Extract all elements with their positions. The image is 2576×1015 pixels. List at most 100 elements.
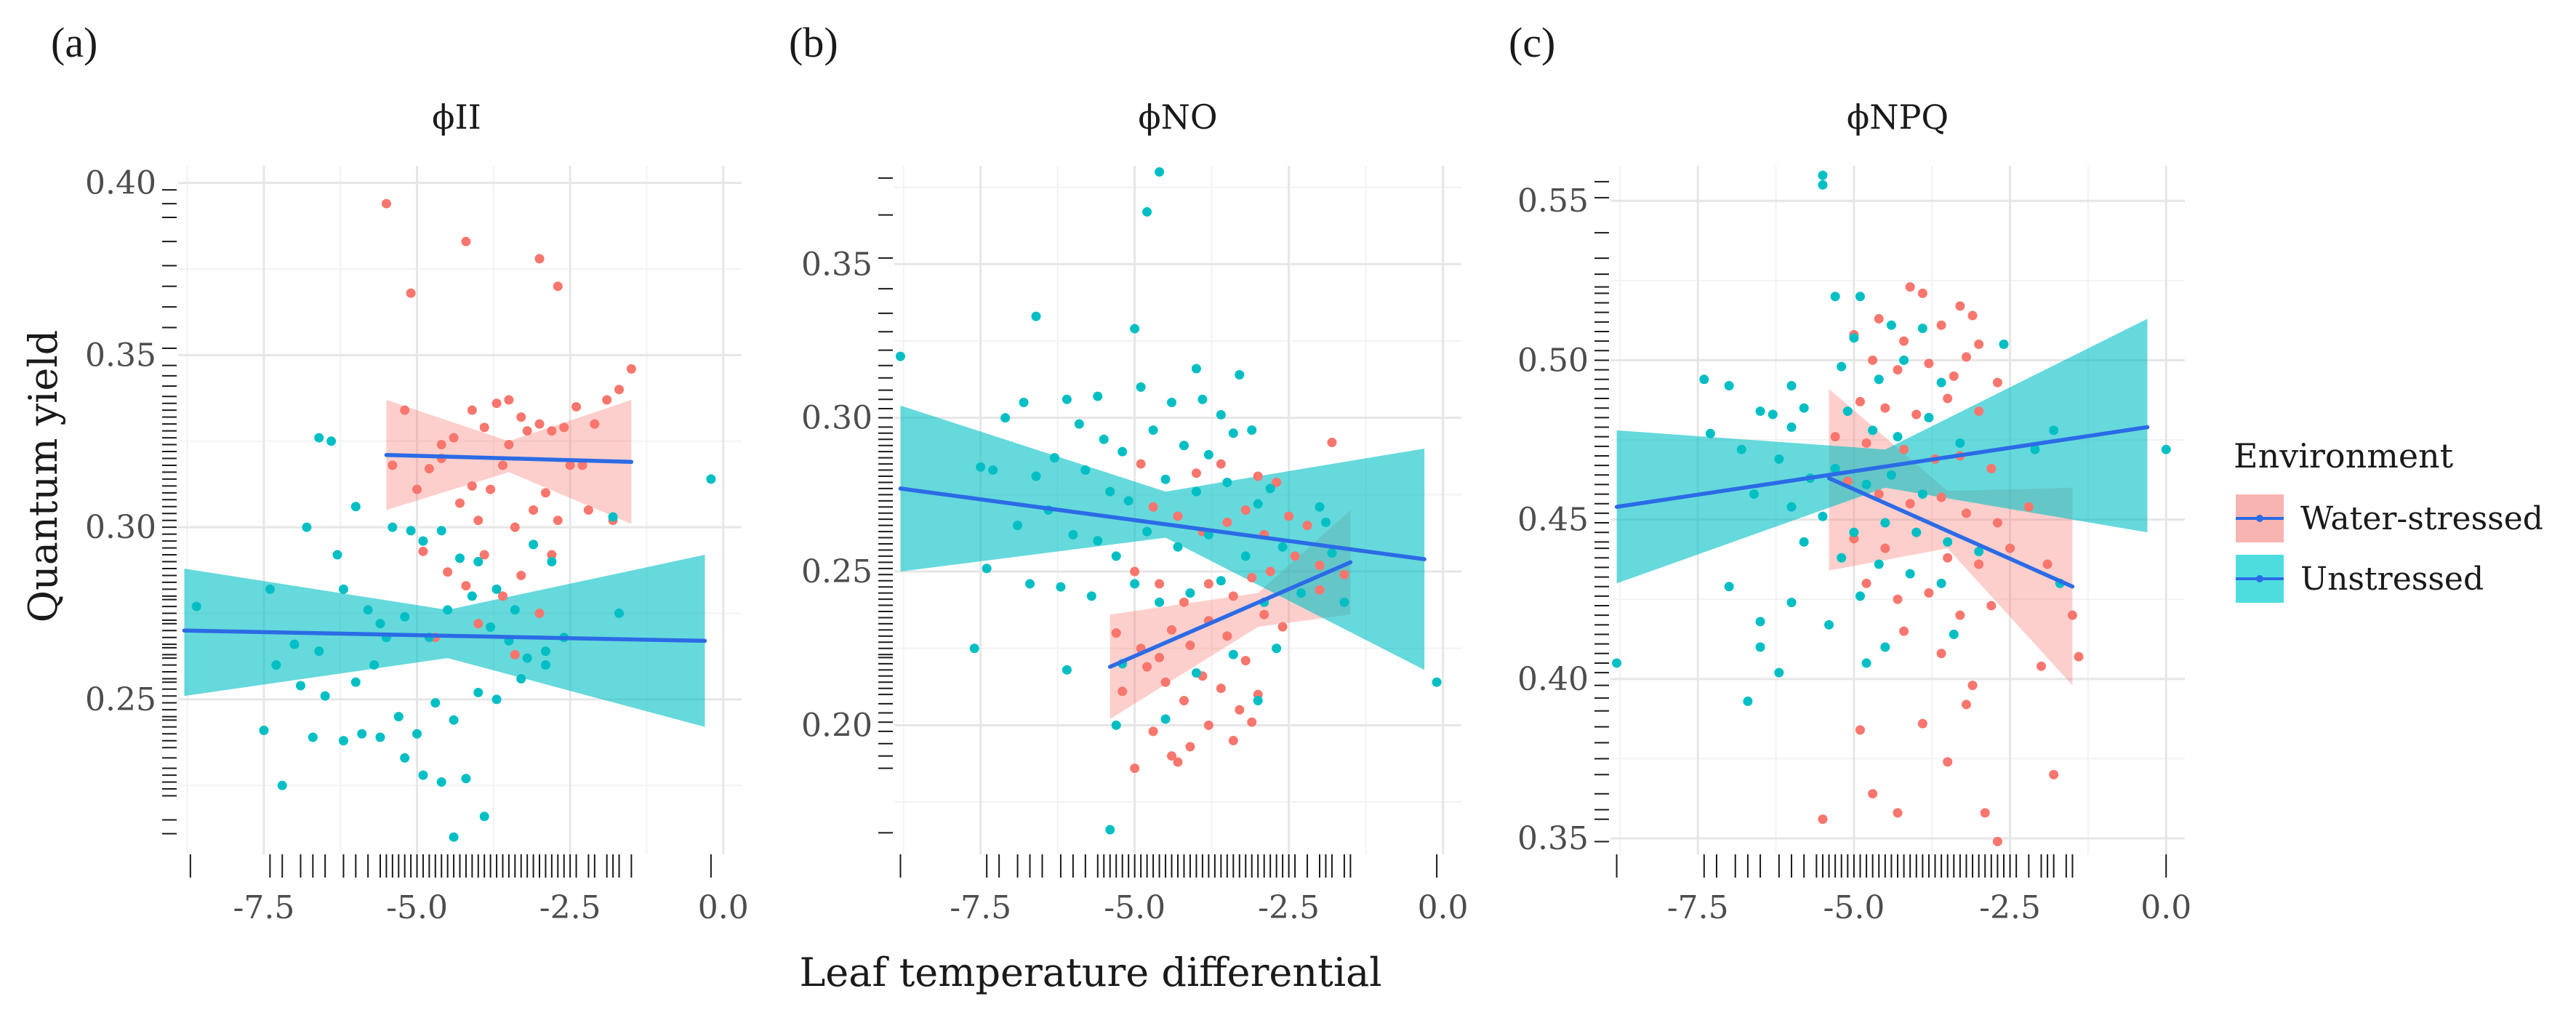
data-point <box>388 460 398 470</box>
data-point <box>976 462 986 472</box>
data-point <box>1093 536 1103 546</box>
legend-label-unstressed: Unstressed <box>2300 561 2484 598</box>
data-point <box>529 539 539 550</box>
data-point <box>1142 206 1152 217</box>
x-tick-label: -2.5 <box>539 889 601 926</box>
data-point <box>455 553 465 563</box>
data-point <box>449 433 459 443</box>
data-point <box>357 729 367 739</box>
data-point <box>2037 661 2046 671</box>
data-point <box>982 563 992 574</box>
panel-3: (c) ϕNPQ -7.5 -5.0 -2.5 0.0 0.35 0.40 0.45 0.50 0.… <box>1509 19 2191 926</box>
data-point <box>461 581 471 591</box>
facet-title: ϕNPQ <box>1847 97 1949 137</box>
x-tick-label: 0.0 <box>698 889 749 926</box>
data-point <box>1905 499 1915 509</box>
data-point <box>1992 377 2002 388</box>
data-point <box>1216 459 1226 469</box>
y-tick-label: 0.55 <box>1517 182 1589 220</box>
data-point <box>590 419 600 429</box>
data-point <box>1123 496 1133 506</box>
points-unstressed <box>1612 170 2171 707</box>
y-tick-label: 0.35 <box>1517 820 1589 857</box>
y-tick-label: 0.20 <box>801 707 872 744</box>
data-point <box>491 398 502 409</box>
data-point <box>1893 365 1903 375</box>
data-point <box>1743 697 1753 707</box>
y-axis-title: Quantum yield <box>20 330 66 622</box>
data-point <box>626 364 636 374</box>
data-point <box>1955 610 1965 620</box>
rug <box>162 189 712 878</box>
data-point <box>1432 677 1442 687</box>
data-point <box>1272 643 1282 654</box>
data-point <box>1705 428 1715 438</box>
data-point <box>1155 652 1165 662</box>
data-point <box>350 502 361 512</box>
legend-item-unstressed: Unstressed <box>2236 555 2484 603</box>
data-point <box>436 777 446 787</box>
data-point <box>1974 546 1984 556</box>
data-point <box>1203 720 1213 730</box>
data-point <box>577 460 587 470</box>
data-point <box>1818 814 1828 825</box>
data-point <box>271 660 281 670</box>
data-point <box>1886 470 1896 480</box>
data-point <box>486 622 496 632</box>
data-point <box>295 681 305 691</box>
data-point <box>1886 320 1896 330</box>
data-point <box>2042 559 2053 569</box>
data-point <box>571 401 582 412</box>
data-point <box>1302 521 1312 531</box>
data-point <box>1842 406 1853 417</box>
data-point <box>436 526 446 536</box>
data-point <box>277 780 287 790</box>
y-tick-label: 0.45 <box>1517 502 1589 539</box>
y-tick-label: 0.25 <box>801 553 872 590</box>
data-point <box>314 646 324 657</box>
data-point <box>1105 486 1115 497</box>
ribbon-unstressed <box>1616 318 2148 584</box>
legend-point-water-stressed <box>2256 515 2263 522</box>
data-point <box>1992 518 2002 528</box>
data-point <box>1136 459 1146 469</box>
panel-2: (b) ϕNO -7.5 -5.0 -2.5 0.0 0.20 0.25 0.30 0.35 <box>789 19 1469 926</box>
data-point <box>1228 649 1238 659</box>
data-point <box>479 811 489 822</box>
data-point <box>1203 579 1213 589</box>
data-point <box>1185 641 1195 651</box>
data-point <box>540 488 550 498</box>
data-point <box>1786 598 1797 608</box>
x-tick-label: -2.5 <box>1258 889 1320 926</box>
x-tick-label: 0.0 <box>1418 889 1469 926</box>
data-point <box>443 567 453 577</box>
data-point <box>1893 808 1903 818</box>
data-point <box>1080 465 1091 476</box>
data-point <box>534 419 545 429</box>
data-point <box>1917 718 1927 729</box>
data-point <box>522 653 532 663</box>
data-point <box>565 460 575 470</box>
data-point <box>1253 696 1263 706</box>
data-point <box>1315 561 1325 571</box>
data-point <box>1936 649 1946 659</box>
data-point <box>1155 597 1165 607</box>
data-point <box>2049 769 2059 779</box>
data-point <box>1799 403 1809 413</box>
data-point <box>1699 374 1709 385</box>
data-point <box>1936 492 1946 502</box>
data-point <box>540 646 550 657</box>
data-point <box>2067 610 2077 620</box>
data-point <box>467 591 477 601</box>
data-point <box>1837 553 1847 563</box>
data-point <box>1222 631 1232 641</box>
legend-label-water-stressed: Water-stressed <box>2300 500 2543 537</box>
data-point <box>1917 288 1927 298</box>
data-point <box>1943 553 1953 563</box>
data-point <box>1339 569 1349 579</box>
data-point <box>1130 566 1140 577</box>
data-point <box>1179 441 1189 451</box>
data-point <box>1130 579 1140 589</box>
data-point <box>504 440 514 450</box>
data-point <box>1974 340 1984 350</box>
